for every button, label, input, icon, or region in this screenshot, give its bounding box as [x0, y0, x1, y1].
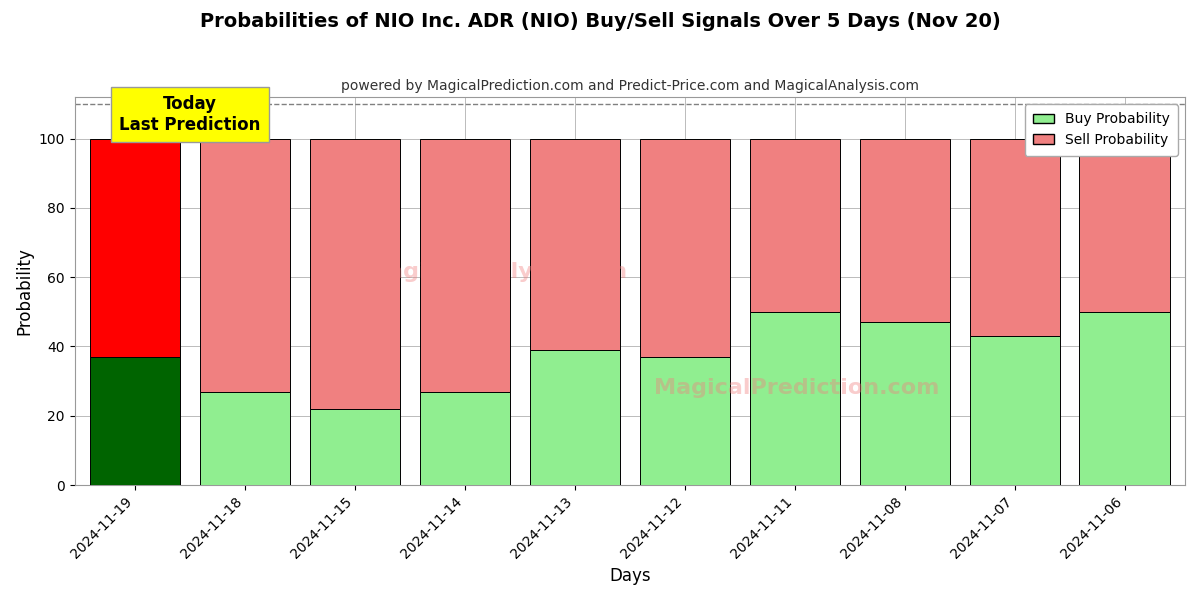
- Bar: [200, 139, 290, 392]
- X-axis label: Days: Days: [610, 567, 650, 585]
- Bar: [310, 409, 400, 485]
- Bar: [529, 139, 620, 350]
- Bar: [529, 350, 620, 485]
- Legend: Buy Probability, Sell Probability: Buy Probability, Sell Probability: [1025, 104, 1178, 155]
- Bar: [859, 139, 949, 322]
- Bar: [420, 139, 510, 392]
- Title: powered by MagicalPrediction.com and Predict-Price.com and MagicalAnalysis.com: powered by MagicalPrediction.com and Pre…: [341, 79, 919, 93]
- Text: Today
Last Prediction: Today Last Prediction: [119, 95, 260, 134]
- Bar: [970, 336, 1060, 485]
- Text: MagicalPrediction.com: MagicalPrediction.com: [654, 378, 940, 398]
- Bar: [750, 139, 840, 312]
- Text: MagicalAnalysis.com: MagicalAnalysis.com: [366, 262, 628, 281]
- Bar: [200, 392, 290, 485]
- Bar: [90, 139, 180, 357]
- Bar: [970, 139, 1060, 336]
- Y-axis label: Probability: Probability: [16, 247, 34, 335]
- Bar: [1080, 312, 1170, 485]
- Bar: [310, 139, 400, 409]
- Text: Probabilities of NIO Inc. ADR (NIO) Buy/Sell Signals Over 5 Days (Nov 20): Probabilities of NIO Inc. ADR (NIO) Buy/…: [199, 12, 1001, 31]
- Bar: [420, 392, 510, 485]
- Bar: [640, 357, 730, 485]
- Bar: [750, 312, 840, 485]
- Bar: [90, 357, 180, 485]
- Bar: [1080, 139, 1170, 312]
- Bar: [640, 139, 730, 357]
- Bar: [859, 322, 949, 485]
